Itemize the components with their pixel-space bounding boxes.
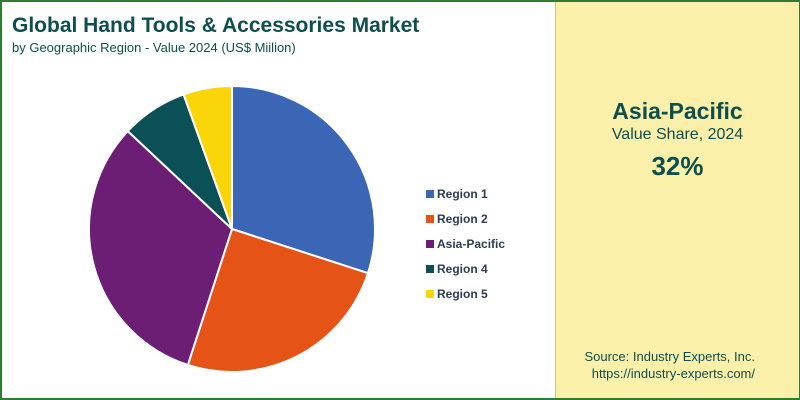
legend-label: Region 2 <box>437 211 488 226</box>
legend-item-region-2: Region 2 <box>426 206 505 231</box>
legend-swatch <box>426 239 434 248</box>
legend-item-region-1: Region 1 <box>426 181 505 206</box>
legend-swatch <box>426 214 434 223</box>
source-line: Source: Industry Experts, Inc. <box>584 349 755 364</box>
pie-slice-asia-pacific <box>88 129 234 367</box>
chart-subtitle: by Geographic Region - Value 2024 (US$ M… <box>12 40 296 55</box>
highlight-region: Asia-Pacific <box>612 98 743 124</box>
legend-swatch <box>426 264 434 273</box>
highlight-label: Value Share, 2024 <box>611 126 744 143</box>
source-note: Source: Industry Experts, Inc. https://i… <box>584 348 755 382</box>
source-url-link[interactable]: https://industry-experts.com/ <box>591 366 755 381</box>
chart-legend: Region 1 Region 2 Asia-Pacific Region 4 Regi… <box>426 181 505 306</box>
legend-label: Asia-Pacific <box>437 236 506 251</box>
pie-chart <box>88 84 376 373</box>
pie-slice-region-5 <box>182 84 233 230</box>
highlight-panel: Asia-Pacific Value Share, 2024 32% Sourc… <box>555 2 799 398</box>
legend-item-asia-pacific: Asia-Pacific <box>426 231 505 256</box>
legend-label: Region 1 <box>437 186 488 201</box>
pie-slice-region-2 <box>186 227 370 373</box>
legend-label: Region 4 <box>437 261 488 276</box>
pie-slice-region-1 <box>231 84 376 275</box>
chart-title: Global Hand Tools & Accessories Market <box>12 14 420 37</box>
highlight-value: 32% <box>651 151 704 181</box>
legend-item-region-4: Region 4 <box>426 256 505 281</box>
legend-swatch <box>426 189 434 198</box>
legend-swatch <box>426 289 434 298</box>
legend-item-region-5: Region 5 <box>426 281 505 306</box>
legend-label: Region 5 <box>437 286 488 301</box>
